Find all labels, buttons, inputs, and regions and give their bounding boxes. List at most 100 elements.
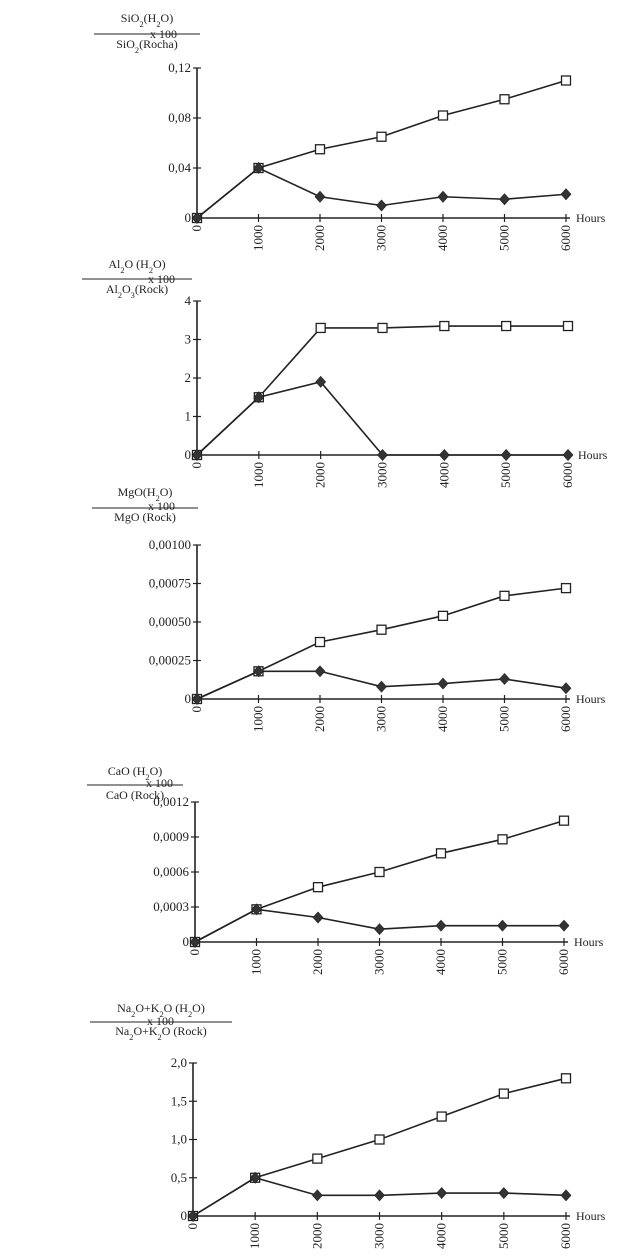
open-square-marker xyxy=(498,1088,509,1099)
filled-diamond-marker xyxy=(560,682,572,695)
filled-diamond-marker xyxy=(315,375,327,388)
x-tick-label: 6000 xyxy=(558,706,573,732)
filled-diamond-marker xyxy=(191,449,203,461)
chart-panel-5: Na2O+K2O (H2O) Na2O+K2O (Rock)x 100 0 0,5 1,… xyxy=(90,1001,606,1249)
y-tick-label: 0,0003 xyxy=(153,899,189,914)
y-tick-label: 0,08 xyxy=(168,110,191,125)
y-tick-label: 0 xyxy=(185,210,192,225)
series-line-1 xyxy=(196,79,567,219)
y-label-factor: x 100 xyxy=(150,27,177,41)
x-tick-label: 3000 xyxy=(374,706,389,732)
x-tick-label: 3000 xyxy=(372,949,387,975)
y-label-numerator: CaO (H2O) xyxy=(108,764,163,782)
x-tick-label: 0 xyxy=(185,1223,200,1230)
x-tick-label: 5000 xyxy=(497,706,512,732)
x-tick-label: 0 xyxy=(189,706,204,713)
y-tick-label: 0 xyxy=(183,934,190,949)
x-tick-label: 3000 xyxy=(374,225,389,251)
open-square-marker xyxy=(314,636,326,648)
y-tick-label: 0,0012 xyxy=(153,794,189,809)
filled-diamond-marker xyxy=(558,919,570,932)
x-tick-label: 3000 xyxy=(372,1223,387,1249)
y-label-numerator: MgO(H2O) xyxy=(118,485,173,503)
y-tick-label: 4 xyxy=(185,293,192,308)
x-tick-label: 4000 xyxy=(434,1223,449,1249)
open-square-marker xyxy=(376,131,387,142)
chart-panel-3: MgO(H2O) MgO (Rock)x 100 0 0,00025 0,00050 0,… xyxy=(92,485,606,732)
x-tick-label: 4000 xyxy=(435,706,450,732)
x-tick-label: 3000 xyxy=(375,462,390,488)
y-label-numerator: SiO2(H2O) xyxy=(121,11,173,29)
filled-diamond-marker xyxy=(314,665,326,678)
filled-diamond-marker xyxy=(500,449,512,461)
filled-diamond-marker xyxy=(311,1189,323,1202)
x-tick-label: 6000 xyxy=(556,949,571,975)
chart-panel-4: CaO (H2O) CaO (Rock)x 100 0 0,0003 0,0006 0,0… xyxy=(87,764,604,975)
open-square-marker xyxy=(497,834,508,845)
filled-diamond-marker xyxy=(374,1189,385,1202)
open-square-marker xyxy=(558,815,570,826)
y-tick-label: 2,0 xyxy=(171,1055,187,1070)
x-tick-label: 1000 xyxy=(251,706,266,732)
x-axis-label: Hours xyxy=(576,211,606,225)
filled-diamond-marker xyxy=(560,1189,572,1202)
open-square-marker xyxy=(560,1073,572,1084)
filled-diamond-marker xyxy=(191,693,203,705)
y-label-numerator: Na2O+K2O (H2O) xyxy=(117,1001,205,1019)
x-tick-label: 0 xyxy=(187,949,202,956)
x-axis-label: Hours xyxy=(578,448,608,462)
x-tick-label: 2000 xyxy=(312,225,327,251)
x-tick-label: 1000 xyxy=(247,1223,262,1249)
y-tick-label: 0,00100 xyxy=(149,537,191,552)
open-square-marker xyxy=(562,320,574,332)
open-square-marker xyxy=(376,624,387,635)
open-square-marker xyxy=(499,590,510,601)
filled-diamond-marker xyxy=(437,190,449,203)
filled-diamond-marker xyxy=(436,1187,448,1199)
y-tick-label: 0,00075 xyxy=(149,576,191,591)
filled-diamond-marker xyxy=(314,190,326,203)
y-tick-label: 1 xyxy=(185,409,192,424)
x-tick-label: 4000 xyxy=(435,225,450,251)
filled-diamond-marker xyxy=(562,449,574,461)
y-tick-label: 2 xyxy=(185,370,192,385)
filled-diamond-marker xyxy=(437,677,449,690)
y-tick-label: 0,0006 xyxy=(153,864,189,879)
open-square-marker xyxy=(439,320,450,332)
filled-diamond-marker xyxy=(435,919,447,932)
x-tick-label: 6000 xyxy=(558,1223,573,1249)
open-square-marker xyxy=(499,94,510,105)
y-tick-label: 1,5 xyxy=(171,1093,187,1108)
x-tick-label: 5000 xyxy=(496,1223,511,1249)
filled-diamond-marker xyxy=(374,923,385,936)
filled-diamond-marker xyxy=(253,665,264,678)
filled-diamond-marker xyxy=(438,449,450,461)
open-square-marker xyxy=(435,848,447,859)
y-tick-label: 0 xyxy=(185,447,192,462)
filled-diamond-marker xyxy=(187,1210,199,1222)
y-tick-label: 0,12 xyxy=(168,60,191,75)
y-tick-label: 3 xyxy=(185,332,192,347)
x-axis-label: Hours xyxy=(576,692,606,706)
y-tick-label: 0,00050 xyxy=(149,614,191,629)
open-square-marker xyxy=(374,1134,385,1145)
filled-diamond-marker xyxy=(189,936,201,948)
open-square-marker xyxy=(312,1153,323,1164)
y-label-denominator: Na2O+K2O (Rock) xyxy=(115,1024,206,1042)
y-label-factor: x 100 xyxy=(148,272,175,286)
x-tick-label: 6000 xyxy=(560,462,575,488)
y-label-denominator: Al2O3(Rock) xyxy=(106,282,168,300)
filled-diamond-marker xyxy=(376,680,387,693)
y-tick-label: 0,00025 xyxy=(149,653,191,668)
y-tick-label: 0 xyxy=(185,691,192,706)
filled-diamond-marker xyxy=(253,391,265,404)
x-tick-label: 2000 xyxy=(310,949,325,975)
x-tick-label: 0 xyxy=(189,225,204,232)
open-square-marker xyxy=(315,322,326,334)
x-tick-label: 0 xyxy=(189,462,204,469)
filled-diamond-marker xyxy=(498,1187,510,1199)
open-square-marker xyxy=(437,610,449,621)
y-label-factor: x 100 xyxy=(147,1014,174,1028)
x-tick-label: 4000 xyxy=(433,949,448,975)
